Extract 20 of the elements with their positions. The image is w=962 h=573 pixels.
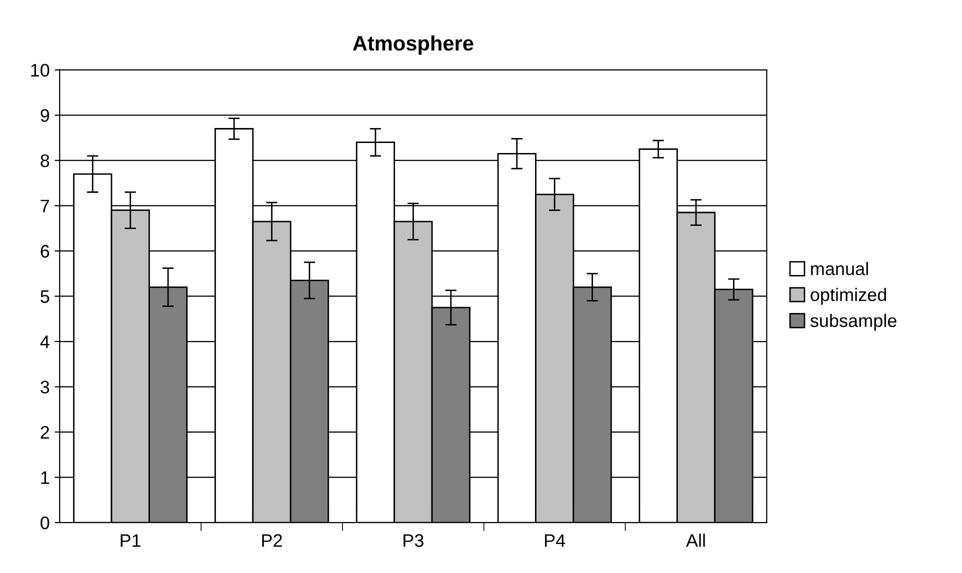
- chart-title: Atmosphere: [352, 35, 474, 55]
- y-tick-label: 3: [40, 380, 50, 394]
- y-tick-label: 1: [41, 471, 50, 484]
- x-tick-label: P3: [404, 534, 424, 547]
- legend-label: manual: [811, 262, 868, 276]
- y-tick-label: 6: [40, 244, 50, 258]
- legend-label: optimized: [810, 288, 886, 305]
- x-tick-label: P2: [262, 534, 282, 547]
- y-tick-label: 10: [31, 64, 50, 77]
- y-tick-label: 7: [40, 200, 50, 212]
- y-tick-label: 0: [40, 516, 50, 530]
- y-tick-label: 4: [40, 336, 50, 348]
- y-tick-label: 5: [40, 290, 50, 303]
- y-tick-label: 2: [40, 426, 50, 439]
- y-tick-label: 9: [40, 109, 50, 122]
- x-tick-label: All: [686, 534, 705, 547]
- x-tick-label: P1: [120, 534, 141, 547]
- legend-label: subsample: [810, 314, 896, 331]
- y-tick-label: 8: [40, 154, 50, 168]
- x-tick-label: P4: [545, 534, 566, 547]
